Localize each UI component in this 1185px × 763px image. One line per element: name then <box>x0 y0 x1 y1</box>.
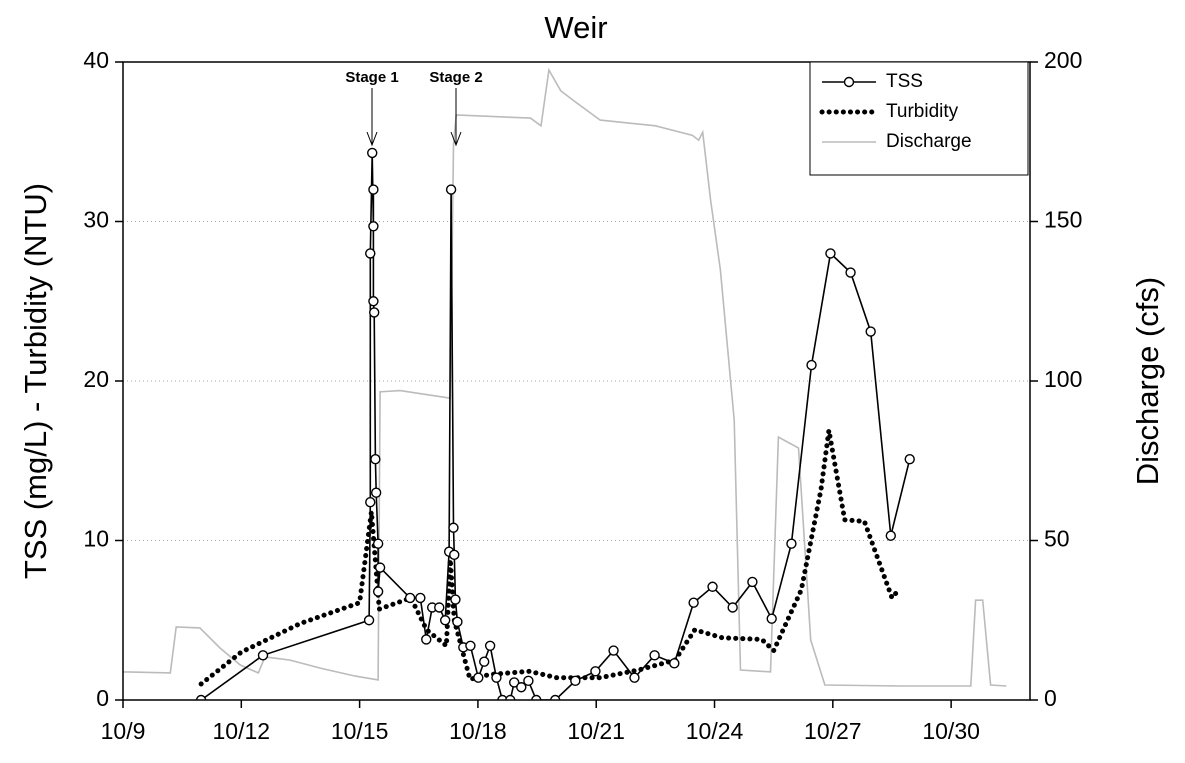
legend-marker <box>843 76 855 88</box>
data-point <box>448 522 459 533</box>
legend-label: Turbidity <box>886 101 959 122</box>
data-point <box>449 549 460 561</box>
data-point <box>523 675 534 687</box>
y2-tick-label: 200 <box>1044 47 1082 73</box>
y-tick-label: 10 <box>83 526 109 552</box>
y-tick-label: 40 <box>83 47 109 73</box>
data-point <box>608 645 619 656</box>
x-tick-label: 10/18 <box>449 718 507 744</box>
data-point <box>479 656 490 667</box>
data-point <box>367 147 378 159</box>
y2-tick-label: 100 <box>1044 366 1082 392</box>
data-point <box>688 597 699 608</box>
data-point <box>570 675 581 687</box>
data-point <box>452 616 463 628</box>
data-point <box>904 453 915 465</box>
y-axis-title: TSS (mg/L) - Turbidity (NTU) <box>18 183 53 579</box>
chart-title: Weir <box>544 10 607 45</box>
data-point <box>497 694 508 700</box>
annotation-arrowhead <box>366 131 378 147</box>
data-point <box>508 677 520 688</box>
data-point <box>372 586 384 597</box>
data-point <box>516 682 527 693</box>
series-line <box>198 429 903 687</box>
data-point <box>368 184 379 195</box>
y-tick-label: 0 <box>96 685 109 711</box>
x-tick-label: 10/21 <box>567 718 625 744</box>
data-point <box>473 672 484 683</box>
legend-label: Discharge <box>886 131 972 152</box>
data-point <box>370 487 382 498</box>
data-point <box>531 694 542 700</box>
x-tick-label: 10/12 <box>213 718 271 744</box>
data-point <box>649 650 660 661</box>
annotation: Stage 2 <box>429 69 482 86</box>
data-point <box>505 694 516 700</box>
data-point <box>865 326 876 337</box>
x-tick-label: 10/27 <box>804 718 862 744</box>
annotation: Stage 1 <box>345 69 398 86</box>
y-tick-label: 30 <box>83 207 109 233</box>
data-point <box>825 248 836 259</box>
data-point <box>415 592 426 604</box>
data-point <box>450 594 461 605</box>
data-point <box>629 672 640 683</box>
plot-frame <box>122 61 1031 701</box>
data-point <box>484 640 496 651</box>
series-line <box>200 152 911 700</box>
data-point <box>365 248 376 259</box>
data-point <box>404 592 416 604</box>
x-tick-label: 10/30 <box>922 718 980 744</box>
data-point <box>445 184 457 195</box>
data-point <box>747 576 758 588</box>
data-point <box>257 650 269 661</box>
y-tick-label: 20 <box>83 366 109 392</box>
legend-label: TSS <box>886 71 923 92</box>
y2-tick-label: 50 <box>1044 526 1070 552</box>
y2-tick-label: 150 <box>1044 207 1082 233</box>
data-point <box>845 267 856 278</box>
data-point <box>363 615 375 626</box>
data-point <box>590 666 601 677</box>
data-point <box>669 658 680 669</box>
data-point <box>786 538 797 549</box>
data-point <box>370 453 381 465</box>
data-point <box>365 497 376 508</box>
data-point <box>368 221 379 232</box>
data-point <box>439 615 451 626</box>
data-point <box>368 307 380 318</box>
plot-area <box>123 67 1007 700</box>
data-point <box>421 634 432 645</box>
annotation-arrowhead <box>450 131 462 147</box>
data-point <box>707 581 718 592</box>
data-point <box>885 530 896 541</box>
data-point <box>195 694 207 700</box>
x-tick-label: 10/24 <box>686 718 744 744</box>
y2-axis-title: Discharge (cfs) <box>1130 277 1165 485</box>
data-point <box>465 640 476 651</box>
data-point <box>766 613 777 624</box>
x-tick-label: 10/9 <box>101 718 146 744</box>
y2-tick-label: 0 <box>1044 685 1057 711</box>
data-point <box>491 672 502 683</box>
data-point <box>372 538 384 549</box>
data-point <box>434 602 445 613</box>
data-point <box>806 359 817 371</box>
data-point <box>374 562 386 573</box>
data-point <box>727 602 738 613</box>
data-point <box>368 296 379 307</box>
x-tick-label: 10/15 <box>331 718 389 744</box>
data-point <box>550 694 561 700</box>
